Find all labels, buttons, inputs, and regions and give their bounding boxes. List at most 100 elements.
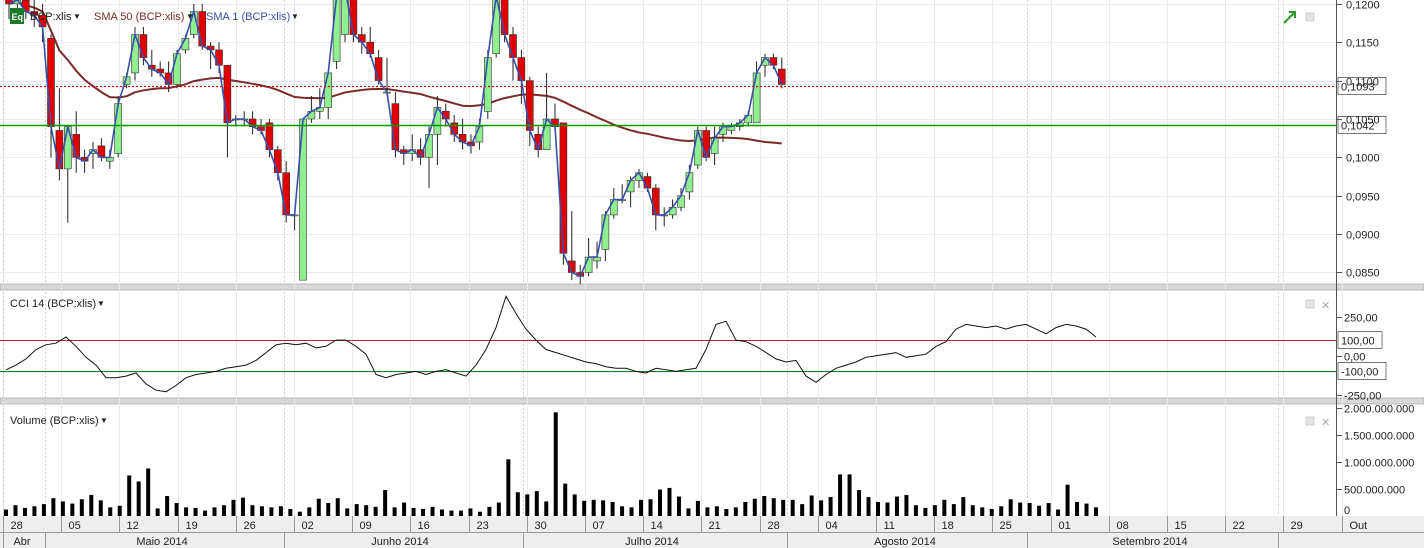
volume-bar — [989, 508, 994, 516]
volume-bar — [307, 507, 312, 516]
cci-close-icon[interactable]: ✕ — [1321, 300, 1330, 312]
panel-separator[interactable] — [0, 283, 1424, 291]
price-gridlines — [0, 4, 1336, 273]
sma50-polyline — [8, 0, 782, 145]
trend-arrow-icon[interactable] — [1283, 11, 1296, 24]
cci-lower-label-box — [1337, 362, 1387, 380]
volume-bar — [32, 506, 37, 516]
volume-bar — [51, 498, 56, 516]
minimize-icon[interactable] — [1305, 12, 1315, 22]
candle-body — [332, 0, 341, 62]
volume-bar — [762, 496, 767, 516]
volume-bar — [212, 507, 217, 516]
volume-bar — [117, 505, 122, 516]
candle-body — [425, 134, 433, 158]
cci-upper-label: 100,00 — [1341, 336, 1375, 348]
x-day-label: 15 — [1175, 520, 1187, 532]
volume-bar — [601, 500, 606, 516]
symbol-dropdown-icon[interactable]: ▼ — [73, 12, 81, 21]
volume-bar — [705, 507, 710, 516]
x-day-label: 26 — [244, 520, 256, 532]
volume-bar — [354, 504, 359, 516]
cci-tick-label: -250,00 — [1344, 391, 1381, 403]
volume-bar — [1075, 501, 1080, 516]
x-month-label: Setembro 2014 — [1112, 536, 1187, 548]
candle[interactable] — [5, 0, 13, 20]
volume-bar — [477, 511, 482, 516]
volume-bar — [648, 499, 653, 516]
candle-body — [483, 57, 492, 112]
panel-separator[interactable] — [0, 397, 1424, 405]
equity-badge-text: Eq — [12, 12, 24, 22]
candle-body — [517, 57, 526, 81]
sma50-legend-label[interactable]: SMA 50 (BCP:xlis) — [94, 11, 184, 23]
volume-bar — [809, 495, 814, 516]
candle-body — [677, 195, 685, 208]
volume-bar — [534, 491, 539, 516]
volume-tick-label: 500.000.000 — [1344, 485, 1405, 497]
volume-bar — [506, 459, 511, 516]
volume-bar — [203, 510, 208, 516]
volume-bar — [392, 507, 397, 516]
candle[interactable] — [332, 0, 341, 70]
volume-bar — [13, 505, 18, 516]
candle-body — [752, 72, 761, 124]
volume-bar — [1008, 499, 1013, 516]
x-day-label: 16 — [418, 520, 430, 532]
volume-bar — [174, 503, 179, 516]
volume-bar — [4, 509, 8, 516]
candle-body — [777, 68, 786, 85]
volume-bar — [1037, 505, 1042, 516]
volume-bar — [667, 487, 672, 516]
x-day-label: 19 — [186, 520, 198, 532]
price-tick-label: 0,1150 — [1346, 38, 1379, 50]
sma1-legend-label[interactable]: SMA 1 (BCP:xlis) — [206, 11, 290, 23]
symbol-label[interactable]: BCP:xlis — [30, 11, 72, 23]
sma1-dropdown-icon[interactable]: ▼ — [291, 12, 299, 21]
volume-dropdown-icon[interactable]: ▼ — [100, 416, 108, 425]
candle-body — [601, 214, 610, 250]
volume-bar — [364, 505, 369, 516]
candle-body — [525, 80, 534, 131]
volume-tick-label: 2.000.000.000 — [1344, 404, 1414, 416]
volume-bar — [449, 510, 454, 516]
candle-body — [307, 110, 316, 120]
sma50-dropdown-icon[interactable]: ▼ — [186, 12, 194, 21]
volume-close-icon[interactable]: ✕ — [1321, 417, 1330, 429]
volume-bar — [155, 508, 160, 516]
volume-bar — [866, 497, 871, 516]
candle-body — [458, 134, 467, 143]
candle-body — [542, 118, 551, 150]
cci-dropdown-icon[interactable]: ▼ — [97, 299, 105, 308]
candle-body — [282, 172, 291, 216]
price-panel-controls — [1283, 11, 1315, 24]
volume-bar — [89, 494, 94, 516]
volume-bar — [686, 508, 691, 516]
cci-minimize-icon[interactable] — [1305, 299, 1315, 309]
volume-bar — [932, 505, 937, 516]
volume-axis: 0 500.000.000 1.000.000.000 1.500.000.000 2.… — [1336, 404, 1414, 517]
candle-body — [609, 199, 618, 216]
volume-bar — [41, 504, 46, 516]
volume-bar — [752, 498, 757, 516]
volume-bar — [326, 503, 331, 516]
volume-bar — [60, 501, 65, 516]
volume-bar — [942, 499, 947, 516]
volume-bar — [771, 498, 776, 516]
candle-body — [324, 72, 333, 108]
volume-bar — [525, 494, 530, 516]
volume-panel-title[interactable]: Volume (BCP:xlis) — [10, 415, 99, 427]
candle-body — [5, 0, 13, 5]
cci-panel-title[interactable]: CCI 14 (BCP:xlis) — [10, 298, 96, 310]
candle-body — [139, 34, 148, 58]
last-price-label-box — [1337, 77, 1387, 95]
candle-body — [173, 53, 181, 85]
cci-series — [0, 295, 1336, 393]
volume-bar — [714, 506, 719, 516]
x-day-label: 07 — [593, 520, 605, 532]
volume-bar — [278, 506, 283, 516]
x-axis: 28 05 12 19 26 02 09 16 23 30 07 14 21 28 04 11 18 25 01 08… — [3, 516, 1367, 548]
volume-minimize-icon[interactable] — [1305, 416, 1315, 426]
last-price-label: 0,1093 — [1341, 82, 1375, 94]
x-day-label: 25 — [1000, 520, 1012, 532]
